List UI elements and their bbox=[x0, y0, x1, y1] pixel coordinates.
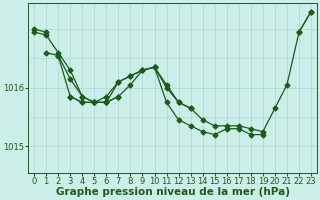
X-axis label: Graphe pression niveau de la mer (hPa): Graphe pression niveau de la mer (hPa) bbox=[56, 187, 290, 197]
